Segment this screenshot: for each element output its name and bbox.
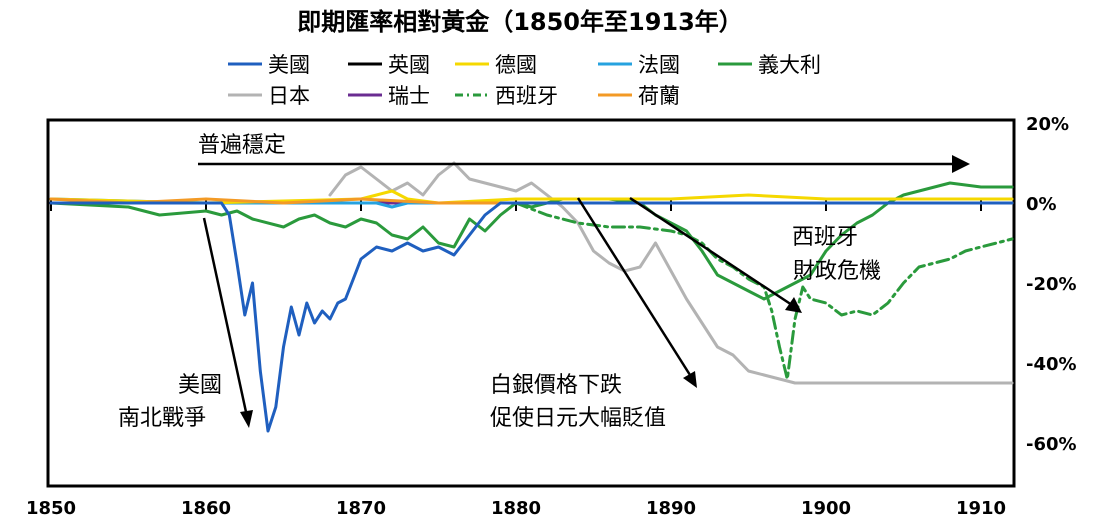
- annotation-japan-arrowhead: [683, 371, 697, 388]
- y-tick-label: 0%: [1026, 194, 1057, 215]
- legend-item-英國: 英國: [348, 53, 430, 77]
- series-line-義大利: [49, 181, 1014, 301]
- x-axis: 1850 1860 1870 1880 1890 1900 1910: [26, 498, 1006, 519]
- annotation-japan-line2: 促使日元大幅貶值: [490, 406, 666, 431]
- legend-label: 西班牙: [495, 84, 558, 108]
- annotation-us-arrow: [202, 217, 248, 413]
- x-tick-label: 1870: [336, 498, 386, 519]
- annotation-stability: 普遍穩定: [198, 133, 970, 173]
- x-tick-label: 1880: [491, 498, 541, 519]
- legend-item-義大利: 義大利: [718, 53, 821, 77]
- y-tick-label: 20%: [1026, 114, 1069, 135]
- y-tick-label: -20%: [1026, 274, 1077, 295]
- legend-item-荷蘭: 荷蘭: [598, 84, 680, 108]
- x-tick-label: 1900: [801, 498, 851, 519]
- x-tick-label: 1890: [646, 498, 696, 519]
- legend-item-法國: 法國: [598, 53, 680, 77]
- annotation-japan-line1: 白銀價格下跌: [490, 373, 622, 398]
- legend-item-日本: 日本: [228, 84, 310, 108]
- y-tick-label: -40%: [1026, 354, 1077, 375]
- annotation-spain-line2: 財政危機: [793, 259, 881, 284]
- legend-label: 德國: [495, 53, 537, 77]
- legend-label: 瑞士: [388, 84, 430, 108]
- y-axis: 20% 0% -20% -40% -60%: [1026, 114, 1077, 455]
- legend-label: 英國: [388, 53, 430, 77]
- legend-item-美國: 美國: [228, 53, 310, 77]
- legend-label: 日本: [268, 84, 310, 108]
- legend-label: 美國: [268, 53, 310, 77]
- series-line-日本: [328, 161, 1014, 385]
- annotation-japan: 白銀價格下跌 促使日元大幅貶值: [490, 197, 697, 431]
- legend-label: 義大利: [758, 53, 821, 77]
- annotation-spain: 西班牙 財政危機: [629, 196, 881, 313]
- series-line-美國: [49, 201, 1014, 433]
- annotation-stability-arrowhead: [952, 155, 970, 173]
- x-tick-label: 1860: [181, 498, 231, 519]
- legend-label: 荷蘭: [638, 84, 680, 108]
- chart-title: 即期匯率相對黃金（1850年至1913年）: [297, 8, 743, 36]
- annotation-stability-text: 普遍穩定: [198, 133, 286, 158]
- legend-label: 法國: [638, 53, 680, 77]
- series-line-德國: [49, 189, 1014, 205]
- annotation-spain-line1: 西班牙: [792, 225, 858, 250]
- series-layer: [49, 161, 1014, 433]
- legend-item-西班牙: 西班牙: [455, 84, 558, 108]
- series-line-西班牙: [514, 201, 1014, 381]
- annotation-spain-arrowhead: [785, 297, 802, 313]
- annotation-us-arrowhead: [240, 410, 253, 428]
- x-tick-marks: [50, 199, 982, 211]
- annotation-us-civil-war: 美國 南北戰爭: [118, 217, 253, 431]
- annotation-japan-arrow: [576, 197, 692, 376]
- legend-item-德國: 德國: [455, 53, 537, 77]
- y-tick-label: -60%: [1026, 434, 1077, 455]
- legend-item-瑞士: 瑞士: [348, 84, 430, 108]
- annotation-us-line2: 南北戰爭: [118, 406, 206, 431]
- x-tick-label: 1910: [956, 498, 1006, 519]
- annotation-spain-arrow: [629, 196, 793, 307]
- annotation-us-line1: 美國: [178, 373, 222, 398]
- plot-frame: [46, 118, 1016, 488]
- x-tick-label: 1850: [26, 498, 76, 519]
